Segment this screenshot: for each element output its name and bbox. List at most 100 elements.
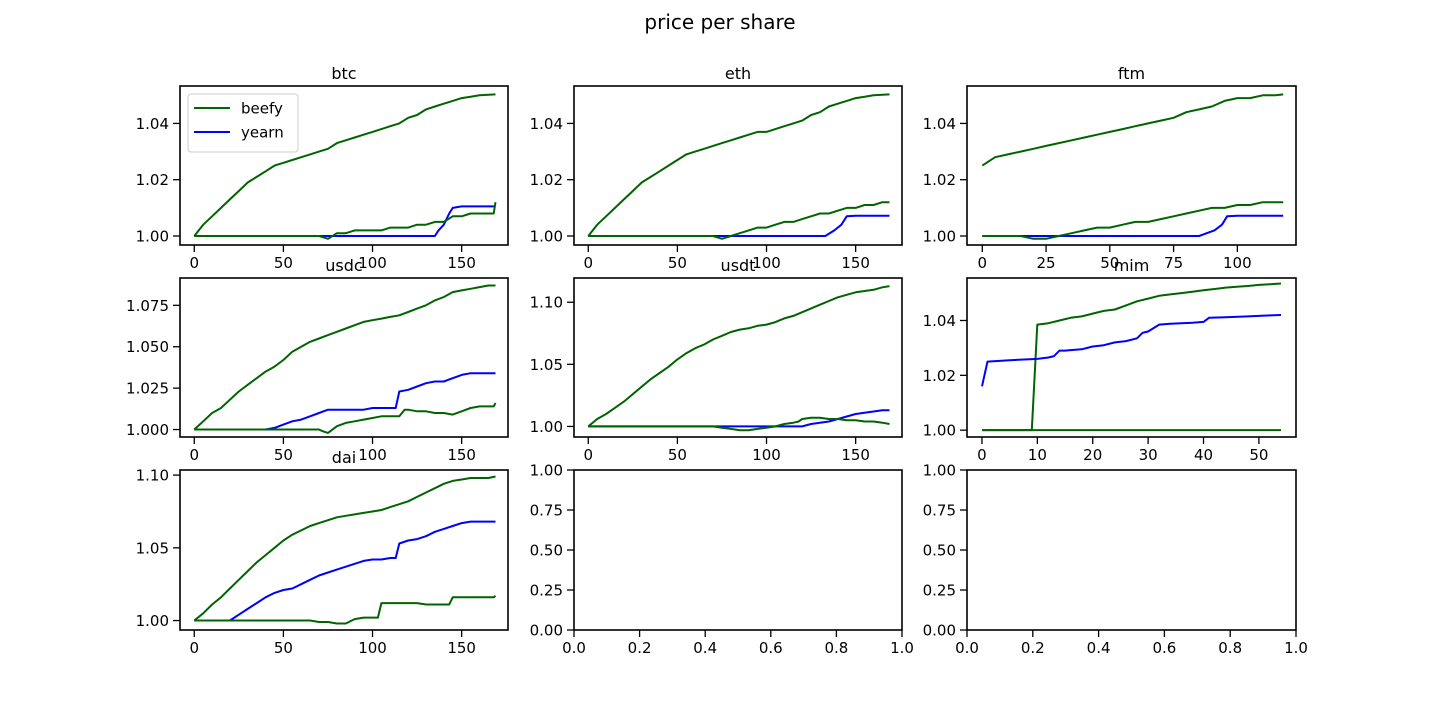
y-tick-label: 0.00 [923, 622, 956, 640]
x-tick-label: 0 [977, 446, 987, 464]
x-tick-label: 150 [447, 446, 476, 464]
x-tick-label: 1.0 [1284, 639, 1308, 657]
series-line-yearn-2 [981, 314, 1282, 387]
x-tick-label: 100 [358, 639, 387, 657]
axes-frame [179, 277, 509, 438]
subplot-title: dai [332, 448, 356, 467]
axes-frame [573, 469, 903, 631]
y-tick-label: 1.00 [136, 227, 169, 245]
subplot-ftm: 0 25 50 75 100 1.00 1.02 1.04 ftm [923, 64, 1297, 272]
subplot-title: ftm [1118, 64, 1145, 83]
subplot-dai: 0 50 100 150 1.00 1.05 1.10 dai [136, 448, 509, 657]
x-tick-label: 150 [447, 639, 476, 657]
y-tick-label: 1.00 [136, 612, 169, 630]
legend-label-beefy: beefy [241, 100, 283, 118]
x-tick-label: 1.0 [890, 639, 914, 657]
series-line-beefy-1 [982, 282, 1282, 432]
x-tick-label: 100 [358, 446, 387, 464]
axes-frame [966, 469, 1297, 631]
series-line-yearn-2 [982, 214, 1284, 237]
y-tick-label: 0.75 [530, 502, 563, 520]
y-tick-label: 0.75 [923, 502, 956, 520]
x-tick-label: 50 [1249, 446, 1268, 464]
y-tick-label: 1.05 [136, 539, 169, 557]
x-tick-label: 0.6 [759, 639, 783, 657]
series-line-beefy-1 [193, 475, 496, 622]
series-line-beefy-3 [194, 202, 497, 240]
x-tick-label: 30 [1139, 446, 1158, 464]
subplot-title: eth [725, 64, 751, 83]
y-tick-label: 1.050 [126, 338, 169, 356]
axes-frame [179, 85, 509, 246]
x-tick-label: 20 [1083, 446, 1102, 464]
series-line-yearn-2 [194, 372, 496, 431]
x-tick-label: 40 [1194, 446, 1213, 464]
subplot-title: btc [331, 64, 356, 83]
series-group [193, 93, 497, 240]
x-tick-label: 150 [841, 446, 870, 464]
y-tick-label: 1.000 [126, 421, 169, 439]
x-tick-label: 0.0 [955, 639, 979, 657]
x-tick-label: 0 [583, 446, 593, 464]
subplot-btc: 0 50 100 150 1.00 1.02 1.04 btc [136, 64, 509, 272]
subplot-title: mim [1114, 256, 1150, 275]
x-tick-label: 0.8 [824, 639, 848, 657]
y-tick-label: 0.00 [530, 622, 563, 640]
x-tick-label: 0 [978, 254, 988, 272]
y-tick-label: 0.50 [530, 542, 563, 560]
x-tick-label: 0 [583, 254, 593, 272]
series-group [587, 93, 890, 240]
x-tick-label: 0.2 [628, 639, 652, 657]
series-group [981, 282, 1282, 432]
y-tick-label: 1.04 [136, 115, 169, 133]
x-tick-label: 0.4 [1087, 639, 1111, 657]
x-tick-label: 0.8 [1218, 639, 1242, 657]
x-tick-label: 100 [1223, 254, 1252, 272]
x-tick-label: 150 [447, 254, 476, 272]
y-tick-label: 1.025 [126, 380, 169, 398]
x-tick-label: 50 [274, 254, 293, 272]
y-tick-label: 1.10 [530, 294, 563, 312]
x-tick-label: 10 [1028, 446, 1047, 464]
legend-label-yearn: yearn [241, 124, 284, 142]
series-line-beefy-3 [588, 416, 890, 432]
y-tick-label: 1.04 [530, 115, 563, 133]
series-group [193, 475, 497, 625]
series-line-beefy-1 [587, 93, 890, 237]
series-group [981, 93, 1284, 240]
y-tick-label: 1.00 [530, 418, 563, 436]
series-line-beefy-3 [194, 402, 497, 434]
x-tick-label: 100 [752, 446, 781, 464]
y-tick-label: 1.00 [923, 227, 956, 245]
subplot-usdc: 0 50 100 150 1.000 1.025 1.050 1.075 usdc [126, 256, 509, 464]
x-tick-label: 50 [274, 446, 293, 464]
x-tick-label: 100 [358, 254, 387, 272]
subplot-title: usdc [325, 256, 362, 275]
series-line-beefy-1 [587, 285, 890, 428]
y-tick-label: 1.00 [923, 422, 956, 440]
x-tick-label: 75 [1164, 254, 1183, 272]
subplot-usdt: 0 50 100 150 1.00 1.05 1.10 usdt [530, 256, 903, 464]
series-line-beefy-1 [193, 93, 496, 237]
x-tick-label: 0.6 [1152, 639, 1176, 657]
legend: beefy yearn [187, 93, 299, 153]
figure-title: price per share [644, 10, 795, 34]
x-tick-label: 150 [841, 254, 870, 272]
y-tick-label: 1.02 [923, 171, 956, 189]
x-tick-label: 25 [1037, 254, 1056, 272]
axes-frame [966, 277, 1297, 438]
series-line-yearn-2 [194, 205, 496, 237]
x-tick-label: 0.0 [562, 639, 586, 657]
x-tick-label: 0 [189, 446, 199, 464]
x-tick-label: 100 [752, 254, 781, 272]
series-line-beefy-1 [981, 93, 1284, 167]
series-line-beefy-1 [193, 284, 496, 431]
axes-frame [573, 277, 903, 438]
x-tick-label: 50 [668, 446, 687, 464]
subplot-empty-9: 0.0 0.2 0.4 0.6 0.8 1.0 0.00 0.25 0.50 0.75 1.00 [923, 462, 1308, 658]
x-tick-label: 50 [274, 639, 293, 657]
subplot-empty-8: 0.0 0.2 0.4 0.6 0.8 1.0 0.00 0.25 0.50 0.75 1.00 [530, 462, 914, 658]
y-tick-label: 1.10 [136, 467, 169, 485]
